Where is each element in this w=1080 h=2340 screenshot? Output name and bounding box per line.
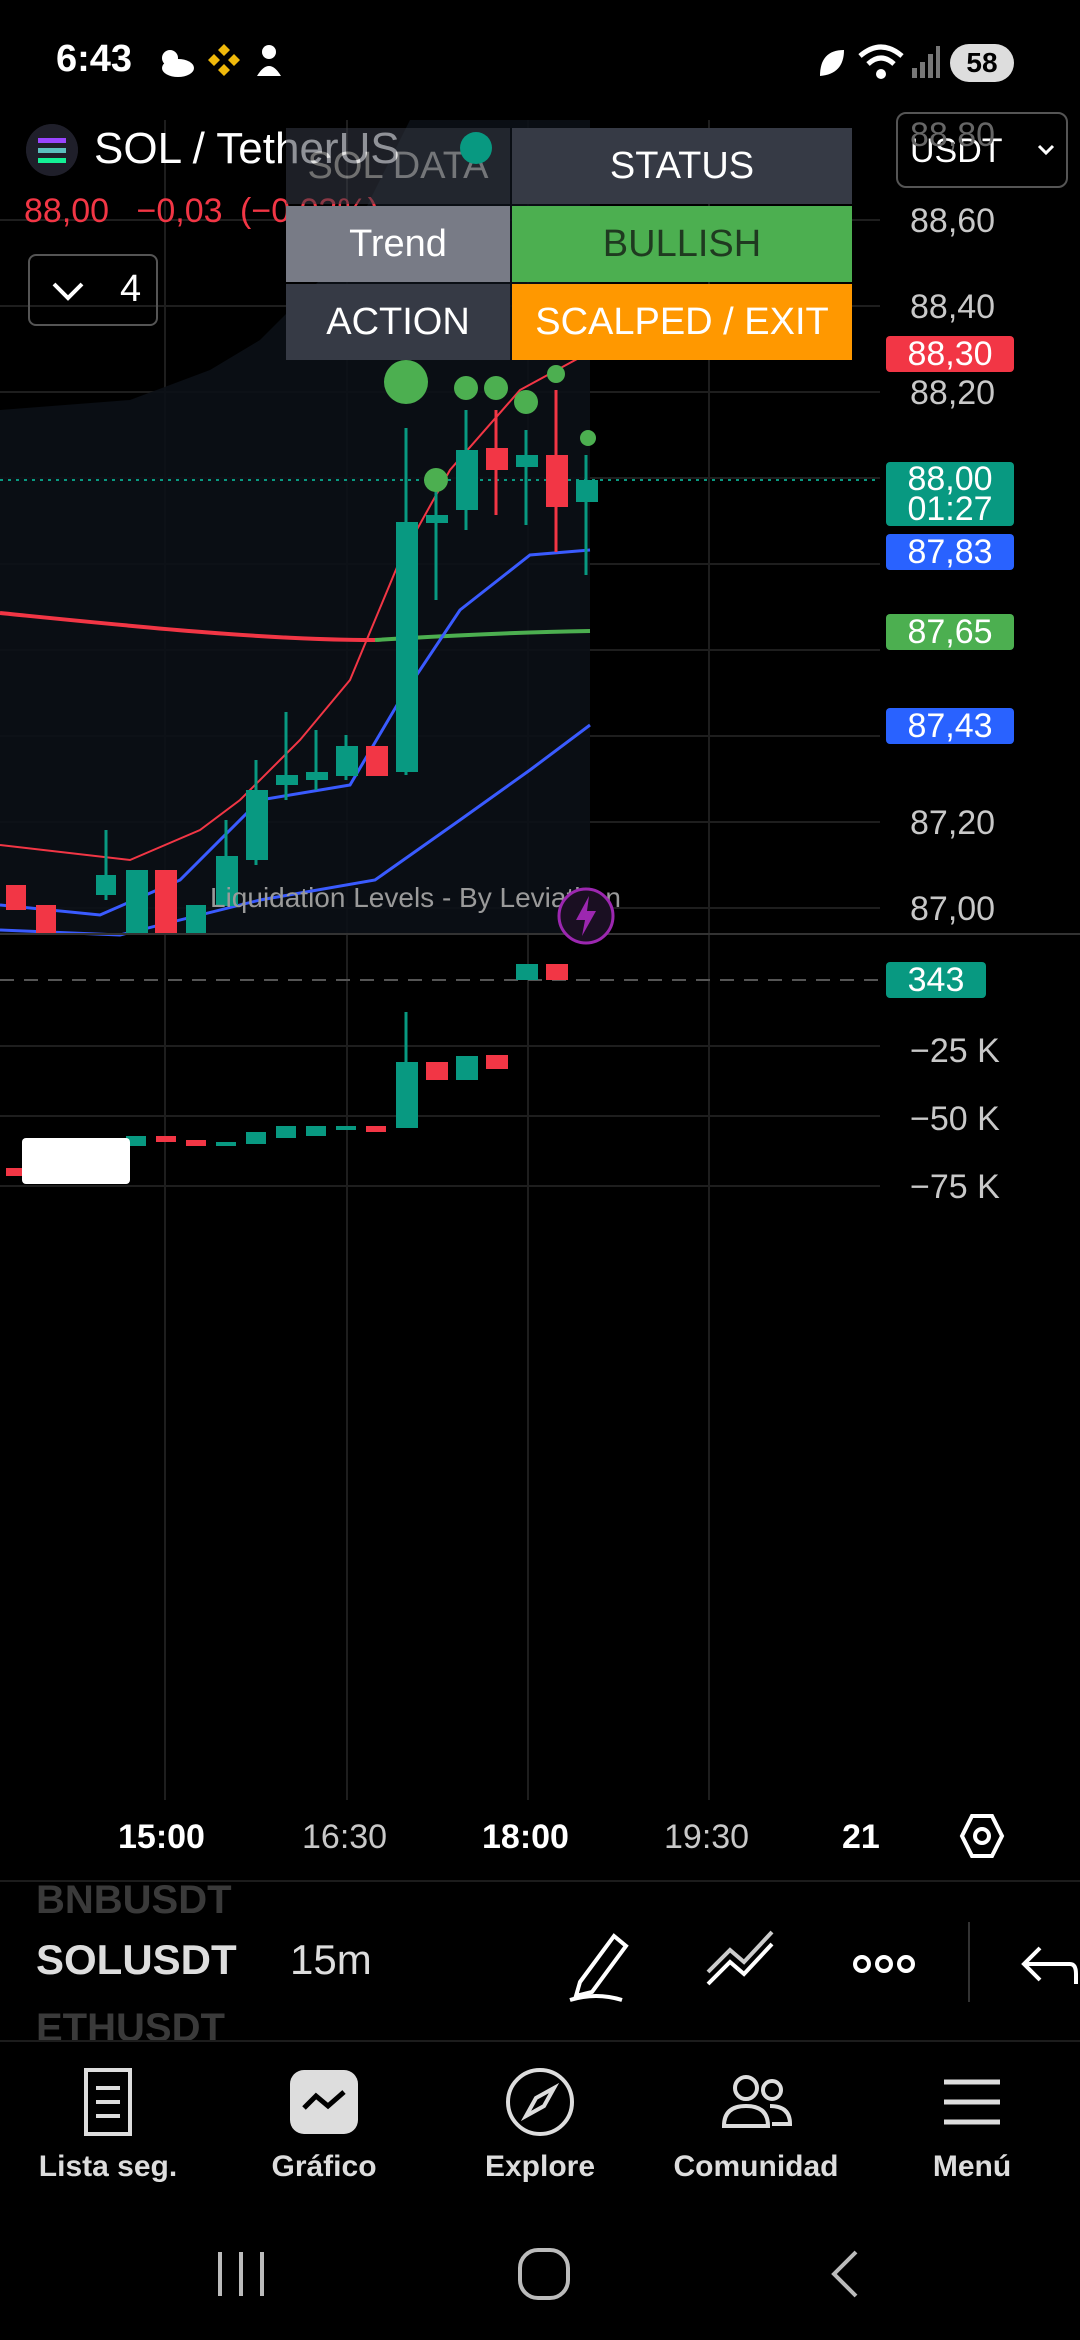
price-tag: 87,83 [886,534,1014,570]
interval-selector[interactable]: 15m [290,1936,372,1983]
signal-icon [912,46,940,78]
time-tick: 15:00 [118,1818,205,1856]
hamburger-menu-icon [944,2079,1000,2125]
price-tag: 87,65 [886,614,1014,650]
table-header-left: SOL DATA [286,128,510,204]
back-icon[interactable] [822,2246,868,2302]
price-tick: 88,80 [910,116,996,154]
last-price-tag: 88,00 01:27 [886,462,1014,526]
candlesticks [6,390,598,935]
chevron-down-icon [52,282,84,301]
price-tick: 88,60 [910,202,996,240]
bottom-navigation: Lista seg. Gráfico Explore Comunidad Men… [0,2040,1080,2200]
clock: 6:43 [56,38,133,80]
indicators-toggle[interactable]: 4 [28,254,158,326]
wifi-icon [858,44,904,79]
drawing-tools-icon[interactable] [698,1922,782,2006]
price-tick: 87,00 [910,890,996,928]
currency-selector[interactable]: USDT [896,112,1068,188]
nav-watchlist[interactable]: Lista seg. [0,2042,216,2202]
nav-explore[interactable]: Explore [432,2042,648,2202]
nav-label: Comunidad [673,2150,839,2183]
chevron-down-icon [1037,144,1055,156]
last-price: 88,00 [24,192,110,230]
app-notification-icon [257,45,281,76]
nav-chart[interactable]: Gráfico [216,2042,432,2202]
system-navigation-bar [0,2200,1080,2340]
nav-label: Lista seg. [38,2150,178,2183]
time-tick: 21 [842,1818,880,1856]
time-tick: 18:00 [482,1818,569,1856]
binance-icon [208,44,240,76]
time-tick: 19:30 [664,1818,750,1856]
undo-icon[interactable] [1010,1922,1080,2006]
pencil-icon[interactable] [556,1922,640,2006]
price-tag: 87,43 [886,708,1014,744]
trend-value: BULLISH [512,206,852,282]
price-change: −0,03 [136,192,223,230]
price-tag: 88,30 [886,336,1014,372]
document-list-icon [84,2068,132,2136]
last-price-value: 88,00 [907,460,993,498]
leaf-icon [820,50,844,76]
toolbar-divider [968,1922,970,2002]
current-symbol[interactable]: SOLUSDT [36,1936,237,1983]
trend-label: Trend [286,206,510,282]
solana-icon [26,124,78,176]
currency-label: USDT [910,132,1003,170]
volume-tick: −50 K [910,1100,1000,1138]
nav-label: Explore [484,2150,596,2183]
volume-tick: −75 K [910,1168,1000,1206]
nav-menu[interactable]: Menú [864,2042,1080,2202]
tradingview-logo [22,1138,130,1184]
chart-settings-icon[interactable] [956,1810,1008,1862]
weather-icon [162,50,194,77]
recent-apps-icon[interactable] [210,2246,272,2302]
chart-toolbar: BNBUSDT SOLUSDT ETHUSDT 15m [0,1878,1080,2042]
battery-indicator: 58 [950,44,1014,82]
live-indicator-dot [460,132,492,164]
more-options-icon[interactable] [842,1922,926,2006]
nav-label: Menú [932,2150,1012,2183]
chart-icon [290,2070,358,2134]
people-icon [721,2075,793,2128]
action-label: ACTION [286,284,510,360]
indicators-count: 4 [120,268,142,310]
nav-community[interactable]: Comunidad [648,2042,864,2202]
indicator-label: Liquidation Levels - By Leviathan [210,882,621,913]
status-bar: 6:43 58 [0,0,1080,120]
candle-countdown: 01:27 [907,490,993,528]
watchlist-next-symbol[interactable]: ETHUSDT [36,2006,225,2042]
nav-label: Gráfico [271,2150,377,2183]
home-icon[interactable] [514,2244,574,2304]
price-tick: 87,20 [910,804,996,842]
volume-tick: −25 K [910,1032,1000,1070]
action-value: SCALPED / EXIT [512,284,852,360]
table-header-right: STATUS [512,128,852,204]
lightning-icon[interactable] [556,886,616,946]
time-tick: 16:30 [302,1818,388,1856]
price-tick: 88,40 [910,288,996,326]
price-tick: 88,20 [910,374,996,412]
watchlist-prev-symbol[interactable]: BNBUSDT [36,1878,232,1914]
compass-icon [506,2068,574,2136]
volume-value-tag: 343 [886,962,986,998]
